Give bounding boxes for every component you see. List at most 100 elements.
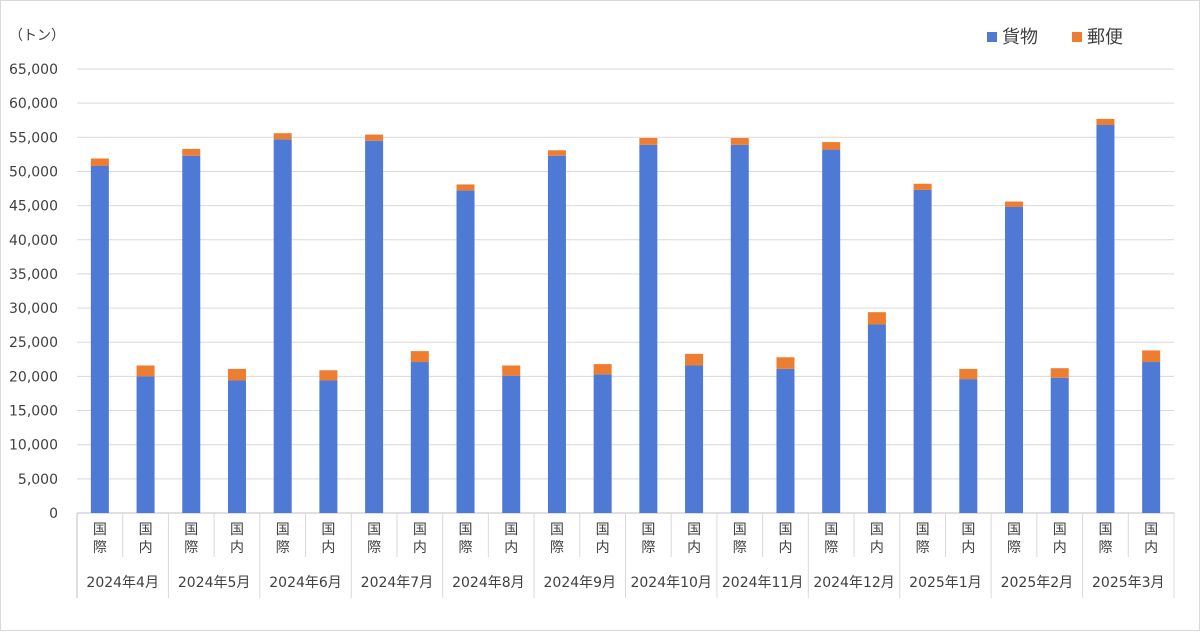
sub-category-label: 国 — [870, 522, 884, 538]
bar-cargo — [867, 324, 886, 513]
bar-mail — [502, 365, 521, 376]
sub-category-label: 国 — [1098, 522, 1112, 538]
group-label: 2024年6月 — [269, 575, 342, 591]
group-label: 2024年7月 — [361, 575, 434, 591]
sub-category-label: 内 — [139, 540, 153, 556]
y-tick-label: 45,000 — [9, 199, 58, 215]
sub-category-label: 国 — [504, 522, 518, 538]
sub-category-label: 際 — [184, 540, 198, 556]
legend-swatch-cargo — [987, 32, 997, 42]
sub-category-label: 国 — [1007, 522, 1021, 538]
sub-category-label: 国 — [276, 522, 290, 538]
sub-category-label: 国 — [459, 522, 473, 538]
bar-mail — [90, 158, 109, 166]
y-tick-label: 60,000 — [9, 96, 58, 112]
bar-mail — [959, 368, 978, 380]
y-axis-unit-label: （トン） — [9, 28, 65, 44]
bar-cargo — [90, 165, 109, 513]
sub-category-label: 国 — [1144, 522, 1158, 538]
bar-mail — [547, 150, 566, 156]
bar-cargo — [1142, 362, 1161, 513]
bar-cargo — [1050, 377, 1069, 513]
sub-category-label: 国 — [93, 522, 107, 538]
sub-category-label: 国 — [139, 522, 153, 538]
bars — [90, 118, 1161, 514]
bar-cargo — [365, 140, 384, 513]
bar-mail — [182, 148, 201, 156]
sub-category-label: 際 — [733, 540, 747, 556]
bar-mail — [685, 353, 704, 366]
group-label: 2024年8月 — [452, 575, 525, 591]
sub-category-label: 際 — [824, 540, 838, 556]
bar-mail — [913, 183, 932, 190]
sub-category-label: 国 — [1053, 522, 1067, 538]
y-tick-label: 40,000 — [9, 233, 58, 249]
sub-category-label: 際 — [1098, 540, 1112, 556]
bar-cargo — [685, 365, 704, 513]
sub-category-label: 国 — [550, 522, 564, 538]
bar-cargo — [456, 190, 475, 513]
sub-category-label: 際 — [459, 540, 473, 556]
sub-category-label: 国 — [641, 522, 655, 538]
bar-cargo — [1005, 206, 1024, 513]
bar-mail — [776, 357, 795, 369]
y-tick-label: 15,000 — [9, 404, 58, 420]
bar-mail — [319, 370, 338, 381]
bar-mail — [1050, 368, 1069, 378]
bar-mail — [639, 137, 658, 145]
sub-category-label: 国 — [596, 522, 610, 538]
sub-category-label: 内 — [321, 540, 335, 556]
group-label: 2024年9月 — [544, 575, 617, 591]
sub-category-label: 国 — [367, 522, 381, 538]
sub-category-label: 内 — [870, 540, 884, 556]
sub-category-label: 際 — [550, 540, 564, 556]
bar-cargo — [639, 144, 658, 513]
sub-category-label: 国 — [961, 522, 975, 538]
bar-cargo — [410, 362, 429, 513]
group-label: 2024年12月 — [813, 575, 894, 591]
bar-cargo — [547, 155, 566, 513]
bar-mail — [227, 368, 246, 381]
legend: 貨物 郵便 — [987, 27, 1123, 48]
group-label: 2024年11月 — [722, 575, 803, 591]
sub-category-label: 内 — [413, 540, 427, 556]
group-label: 2025年3月 — [1092, 575, 1165, 591]
bar-mail — [456, 184, 475, 191]
sub-category-label: 国 — [321, 522, 335, 538]
y-axis-ticks: 0 5,000 10,000 15,000 20,000 25,000 30,000 35,0… — [9, 62, 58, 522]
sub-category-label: 内 — [230, 540, 244, 556]
y-tick-label: 20,000 — [9, 369, 58, 385]
sub-category-label: 際 — [276, 540, 290, 556]
bar-cargo — [502, 375, 521, 513]
sub-category-label: 際 — [1007, 540, 1021, 556]
sub-category-label: 国 — [230, 522, 244, 538]
sub-category-label: 国 — [413, 522, 427, 538]
y-tick-label: 35,000 — [9, 267, 58, 283]
legend-label-cargo: 貨物 — [1002, 27, 1038, 48]
bar-cargo — [776, 368, 795, 513]
x-axis-categories: 国際国内2024年4月国際国内2024年5月国際国内2024年6月国際国内202… — [76, 513, 1175, 598]
group-label: 2024年5月 — [178, 575, 251, 591]
bar-mail — [410, 351, 429, 363]
y-tick-label: 65,000 — [9, 62, 58, 78]
sub-category-label: 際 — [367, 540, 381, 556]
group-label: 2025年2月 — [1001, 575, 1074, 591]
bar-cargo — [822, 149, 841, 513]
sub-category-label: 国 — [733, 522, 747, 538]
bar-mail — [1096, 118, 1115, 126]
bar-cargo — [959, 379, 978, 513]
sub-category-label: 国 — [916, 522, 930, 538]
y-tick-label: 10,000 — [9, 438, 58, 454]
bar-mail — [822, 142, 841, 150]
bar-cargo — [319, 380, 338, 513]
sub-category-label: 国 — [687, 522, 701, 538]
bar-mail — [1142, 350, 1161, 363]
legend-label-mail: 郵便 — [1087, 27, 1123, 48]
sub-category-label: 国 — [778, 522, 792, 538]
sub-category-label: 内 — [1144, 540, 1158, 556]
bar-mail — [136, 365, 155, 377]
bar-mail — [867, 312, 886, 325]
bar-cargo — [1096, 125, 1115, 514]
sub-category-label: 内 — [961, 540, 975, 556]
